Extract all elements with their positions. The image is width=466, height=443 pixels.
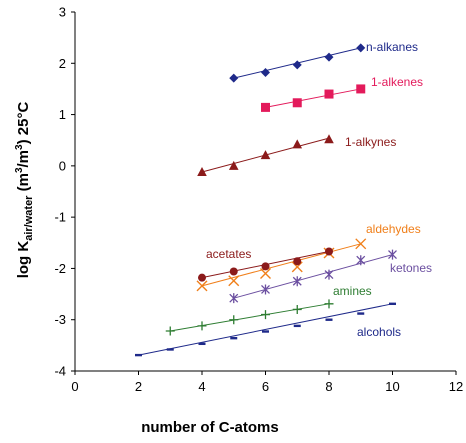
x-tick-label: 4 xyxy=(198,379,205,394)
y-axis-title-subscript: air/water xyxy=(23,195,35,241)
point-acetates xyxy=(229,267,238,276)
y-tick-label: -4 xyxy=(54,364,66,379)
point-alcohols xyxy=(135,353,142,357)
point-aldehydes xyxy=(196,280,208,292)
point-n-alkanes xyxy=(324,52,334,62)
point-amines xyxy=(229,315,239,325)
point-alcohols xyxy=(325,318,333,321)
y-axis-title-sup1: 3 xyxy=(14,167,25,173)
fit-line-ketones xyxy=(233,254,393,299)
series-label-alcohols: alcohols xyxy=(357,325,401,339)
point-alcohols xyxy=(262,330,269,333)
point-amines xyxy=(165,326,175,336)
y-tick-label: -3 xyxy=(54,312,66,327)
point-ketones xyxy=(324,269,334,280)
point-1-alkynes xyxy=(260,150,271,160)
fit-lines xyxy=(138,47,393,356)
point-n-alkanes xyxy=(229,73,239,83)
y-tick-label: 2 xyxy=(59,56,66,71)
y-axis-title-unit-open: (m xyxy=(15,173,32,196)
point-1-alkenes xyxy=(324,89,334,99)
fit-line-aldehydes xyxy=(201,243,361,287)
series-label-ketones: ketones xyxy=(390,261,432,275)
y-tick-label: 0 xyxy=(59,158,66,173)
point-n-alkanes xyxy=(261,68,270,78)
point-ketones xyxy=(292,276,302,287)
point-ketones xyxy=(388,249,397,260)
point-alcohols xyxy=(293,324,301,328)
point-acetates xyxy=(293,257,302,266)
y-axis-title-prefix: log K xyxy=(15,241,32,279)
series-label-n-alkanes: n-alkanes xyxy=(366,40,418,54)
series-label-aldehydes: aldehydes xyxy=(366,222,421,236)
point-n-alkanes xyxy=(292,60,302,70)
series-labels: n-alkanes 1-alkenes 1-alkynes aldehydes acet… xyxy=(206,40,432,339)
point-acetates xyxy=(325,247,333,256)
fit-line-1-alkenes xyxy=(265,88,361,108)
point-alcohols xyxy=(230,336,238,340)
point-aldehydes xyxy=(355,238,367,250)
point-n-alkanes xyxy=(356,43,366,53)
x-tick-label: 10 xyxy=(385,379,399,394)
y-tick-label: 3 xyxy=(59,5,66,20)
y-tick-label: 1 xyxy=(59,107,66,122)
point-acetates xyxy=(261,262,270,271)
point-ketones xyxy=(229,293,239,304)
point-amines xyxy=(197,321,207,331)
point-alcohols xyxy=(389,302,396,306)
point-alcohols xyxy=(166,348,174,351)
fit-line-alcohols xyxy=(138,303,393,356)
point-aldehydes xyxy=(260,268,271,280)
series-label-amines: amines xyxy=(333,284,372,298)
point-alcohols xyxy=(357,312,365,315)
point-alcohols xyxy=(198,342,206,346)
point-1-alkynes xyxy=(292,139,303,149)
point-1-alkenes xyxy=(356,84,366,94)
point-aldehydes xyxy=(291,261,303,273)
series-label-1-alkynes: 1-alkynes xyxy=(345,135,396,149)
y-tick-label: -1 xyxy=(54,210,66,225)
y-tick-label: -2 xyxy=(54,261,66,276)
y-axis-title: log Kair/water (m3/m3) 25°C xyxy=(14,102,35,279)
series-label-acetates: acetates xyxy=(206,247,251,261)
x-tick-label: 0 xyxy=(71,379,78,394)
x-tick-label: 6 xyxy=(262,379,269,394)
y-axis-title-slash: /m xyxy=(15,150,32,168)
y-axis-title-suffix: ) 25°C xyxy=(15,102,32,145)
point-aldehydes xyxy=(228,275,240,287)
point-1-alkynes xyxy=(197,167,207,177)
point-acetates xyxy=(198,273,206,282)
point-1-alkenes xyxy=(292,98,302,108)
point-amines xyxy=(324,299,334,309)
point-ketones xyxy=(356,255,366,266)
point-1-alkynes xyxy=(324,134,334,144)
point-amines xyxy=(261,310,270,320)
y-axis-title-sup2: 3 xyxy=(14,144,25,150)
point-ketones xyxy=(261,284,270,295)
point-1-alkenes xyxy=(261,102,270,112)
x-tick-label: 12 xyxy=(449,379,463,394)
x-axis-title: number of C-atoms xyxy=(141,419,279,436)
fit-line-amines xyxy=(170,303,330,332)
series-label-1-alkenes: 1-alkenes xyxy=(371,75,423,89)
x-tick-label: 2 xyxy=(135,379,142,394)
point-amines xyxy=(292,304,302,314)
point-1-alkynes xyxy=(228,160,239,170)
x-tick-label: 8 xyxy=(325,379,332,394)
data-markers xyxy=(135,43,397,357)
